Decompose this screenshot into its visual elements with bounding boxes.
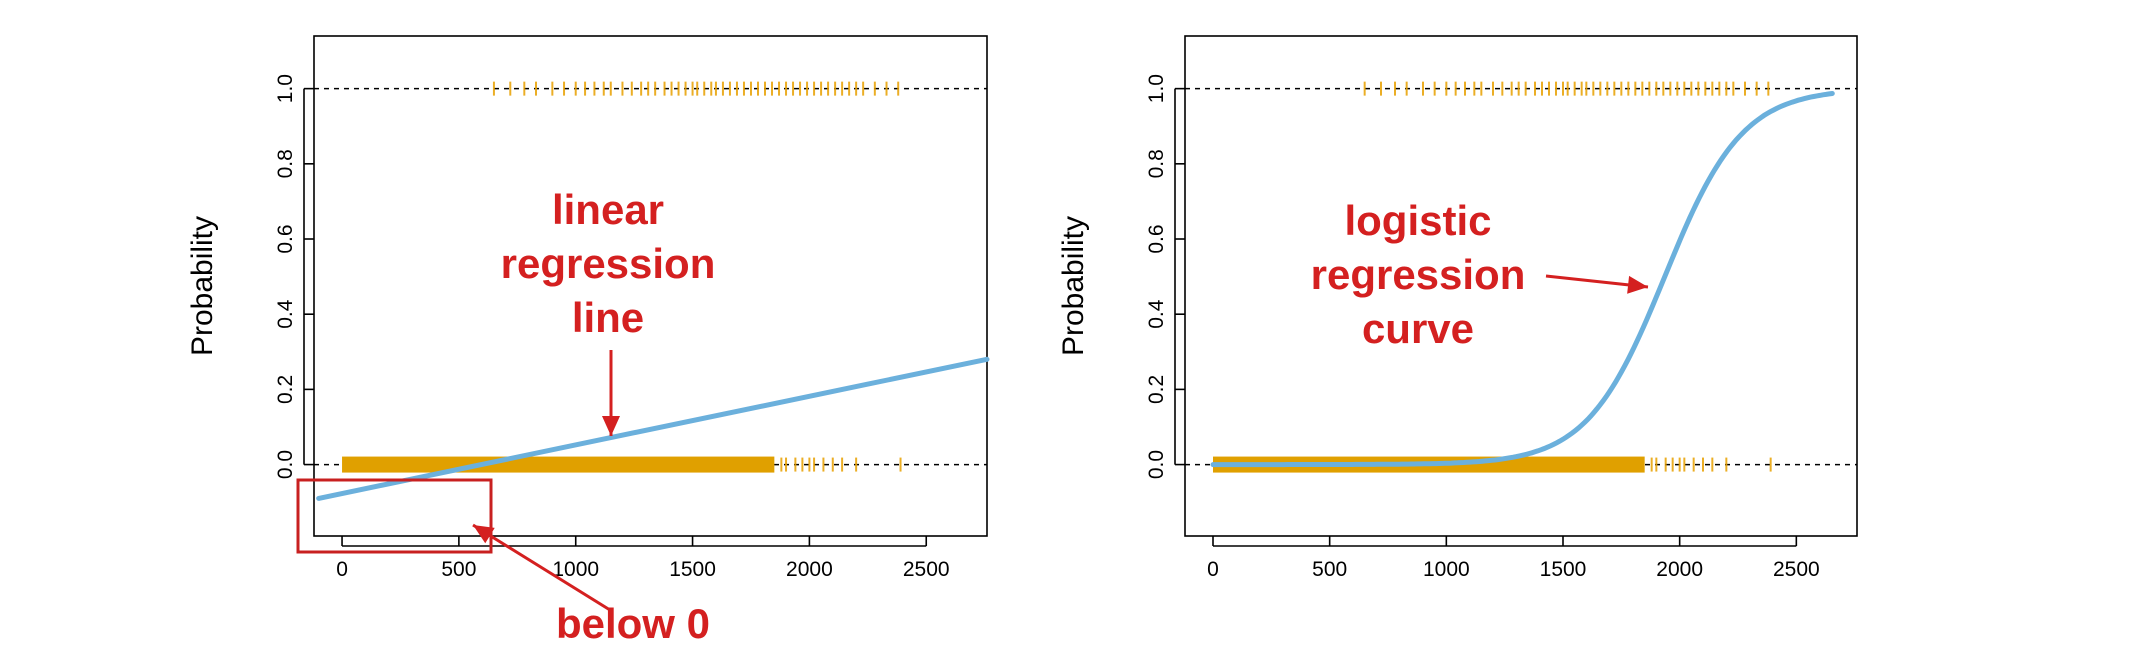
y-tick-label: 0.6 [274, 224, 297, 253]
y-tick-label: 1.0 [1145, 74, 1168, 103]
annotation-arrow-below-zero-head [473, 525, 495, 544]
chart-panel-2: 0 500 1000 1500 2000 2500 0.0 0.2 0.4 0.6 0.8 1.0 Pr… [1057, 35, 1858, 581]
annotation-logistic-regression-curve-line-1: logistic [1344, 197, 1491, 244]
y-axis-title: Probability [1057, 216, 1090, 356]
y-tick-label: 0.0 [1145, 450, 1168, 479]
y-tick-label: 1.0 [274, 74, 297, 103]
y-tick-label: 0.6 [1145, 224, 1168, 253]
x-tick-label: 2500 [1773, 558, 1820, 581]
x-tick-label: 2000 [1656, 558, 1703, 581]
annotation-linear-regression-line-line-3: line [572, 294, 644, 341]
chart-panel-1: 0 500 1000 1500 2000 2500 0.0 0.2 0.4 0.6 0.8 1.0 Pr… [186, 35, 990, 581]
x-tick-label: 1000 [1423, 558, 1470, 581]
y-tick-label: 0.8 [1145, 149, 1168, 178]
annotation-logistic-regression-curve-line-3: curve [1362, 305, 1474, 352]
y-tick-label: 0.0 [274, 450, 297, 479]
x-tick-label: 2500 [903, 558, 950, 581]
y-axis-title: Probability [186, 216, 219, 356]
x-tick-label: 0 [1207, 558, 1219, 581]
y-tick-label: 0.4 [274, 299, 297, 329]
x-tick-label: 500 [441, 558, 476, 581]
observation-band-no-default [342, 456, 775, 473]
fitted-regression-line [316, 356, 990, 501]
fitted-regression-line [1210, 91, 1835, 468]
plot-frame [313, 35, 988, 537]
below-zero-highlight-box [296, 478, 493, 554]
y-tick-label: 0.8 [274, 149, 297, 178]
x-tick-label: 0 [336, 558, 348, 581]
annotation-linear-regression-line-line-2: regression [501, 240, 716, 287]
annotation-below-zero-line-1: below 0 [556, 600, 710, 647]
annotation-linear-regression-line-line-1: linear [552, 186, 664, 233]
x-tick-label: 500 [1312, 558, 1347, 581]
annotation-logistic-regression-curve-line-2: regression [1311, 251, 1526, 298]
annotation-arrow-linear-head [602, 416, 620, 436]
y-tick-label: 0.2 [274, 375, 297, 404]
x-tick-label: 2000 [786, 558, 833, 581]
annotation-arrow-below-zero [472, 523, 611, 612]
y-tick-label: 0.2 [1145, 375, 1168, 404]
x-tick-label: 1500 [669, 558, 716, 581]
annotation-arrow-logistic-head [1627, 275, 1648, 294]
y-tick-label: 0.4 [1145, 299, 1168, 329]
x-tick-label: 1000 [552, 558, 599, 581]
x-tick-label: 1500 [1540, 558, 1587, 581]
plot-frame [1184, 35, 1858, 537]
